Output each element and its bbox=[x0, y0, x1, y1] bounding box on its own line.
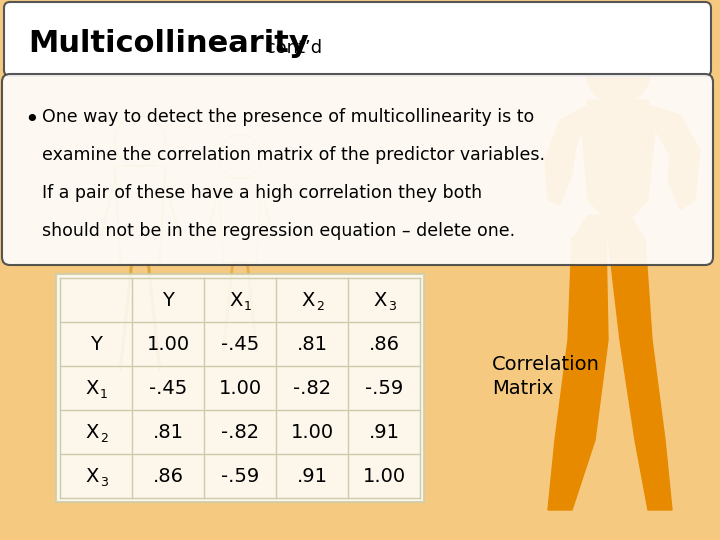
Polygon shape bbox=[548, 238, 608, 510]
Text: X: X bbox=[229, 291, 243, 309]
FancyBboxPatch shape bbox=[2, 74, 713, 265]
Text: -.82: -.82 bbox=[293, 379, 331, 397]
Polygon shape bbox=[596, 35, 640, 60]
Text: X: X bbox=[85, 467, 99, 485]
Text: 3: 3 bbox=[100, 476, 108, 489]
Text: X: X bbox=[85, 422, 99, 442]
Text: If a pair of these have a high correlation they both: If a pair of these have a high correlati… bbox=[42, 184, 482, 202]
Text: should not be in the regression equation – delete one.: should not be in the regression equation… bbox=[42, 222, 515, 240]
FancyBboxPatch shape bbox=[4, 2, 711, 76]
Text: Y: Y bbox=[162, 291, 174, 309]
Polygon shape bbox=[648, 105, 700, 210]
Text: .81: .81 bbox=[297, 334, 328, 354]
Polygon shape bbox=[582, 100, 655, 220]
Text: 2: 2 bbox=[316, 300, 324, 314]
Text: -.59: -.59 bbox=[365, 379, 403, 397]
Text: X: X bbox=[373, 291, 387, 309]
Text: X: X bbox=[85, 379, 99, 397]
Text: .91: .91 bbox=[369, 422, 400, 442]
Text: 2: 2 bbox=[100, 433, 108, 446]
Text: -.59: -.59 bbox=[221, 467, 259, 485]
Text: -.45: -.45 bbox=[149, 379, 187, 397]
Text: •: • bbox=[24, 108, 39, 132]
Text: 1: 1 bbox=[100, 388, 108, 402]
Text: X: X bbox=[301, 291, 315, 309]
Text: examine the correlation matrix of the predictor variables.: examine the correlation matrix of the pr… bbox=[42, 146, 545, 164]
Text: 1.00: 1.00 bbox=[290, 422, 333, 442]
Text: -.45: -.45 bbox=[221, 334, 259, 354]
Text: -.82: -.82 bbox=[221, 422, 259, 442]
Text: Multicollinearity: Multicollinearity bbox=[28, 30, 309, 58]
Polygon shape bbox=[545, 105, 588, 205]
Text: Y: Y bbox=[90, 334, 102, 354]
Polygon shape bbox=[572, 215, 645, 240]
Text: 1.00: 1.00 bbox=[218, 379, 261, 397]
Text: .86: .86 bbox=[369, 334, 400, 354]
Text: 1.00: 1.00 bbox=[146, 334, 189, 354]
Text: 1.00: 1.00 bbox=[362, 467, 405, 485]
Text: One way to detect the presence of multicollinearity is to: One way to detect the presence of multic… bbox=[42, 108, 534, 126]
Text: .86: .86 bbox=[153, 467, 184, 485]
Text: cont’d: cont’d bbox=[260, 39, 322, 57]
Text: Correlation: Correlation bbox=[492, 355, 600, 375]
Text: 1: 1 bbox=[244, 300, 252, 314]
Text: Matrix: Matrix bbox=[492, 379, 554, 397]
FancyBboxPatch shape bbox=[56, 274, 424, 502]
Text: .81: .81 bbox=[153, 422, 184, 442]
Polygon shape bbox=[606, 238, 672, 510]
Text: .91: .91 bbox=[297, 467, 328, 485]
Circle shape bbox=[586, 40, 650, 104]
Text: 3: 3 bbox=[388, 300, 396, 314]
